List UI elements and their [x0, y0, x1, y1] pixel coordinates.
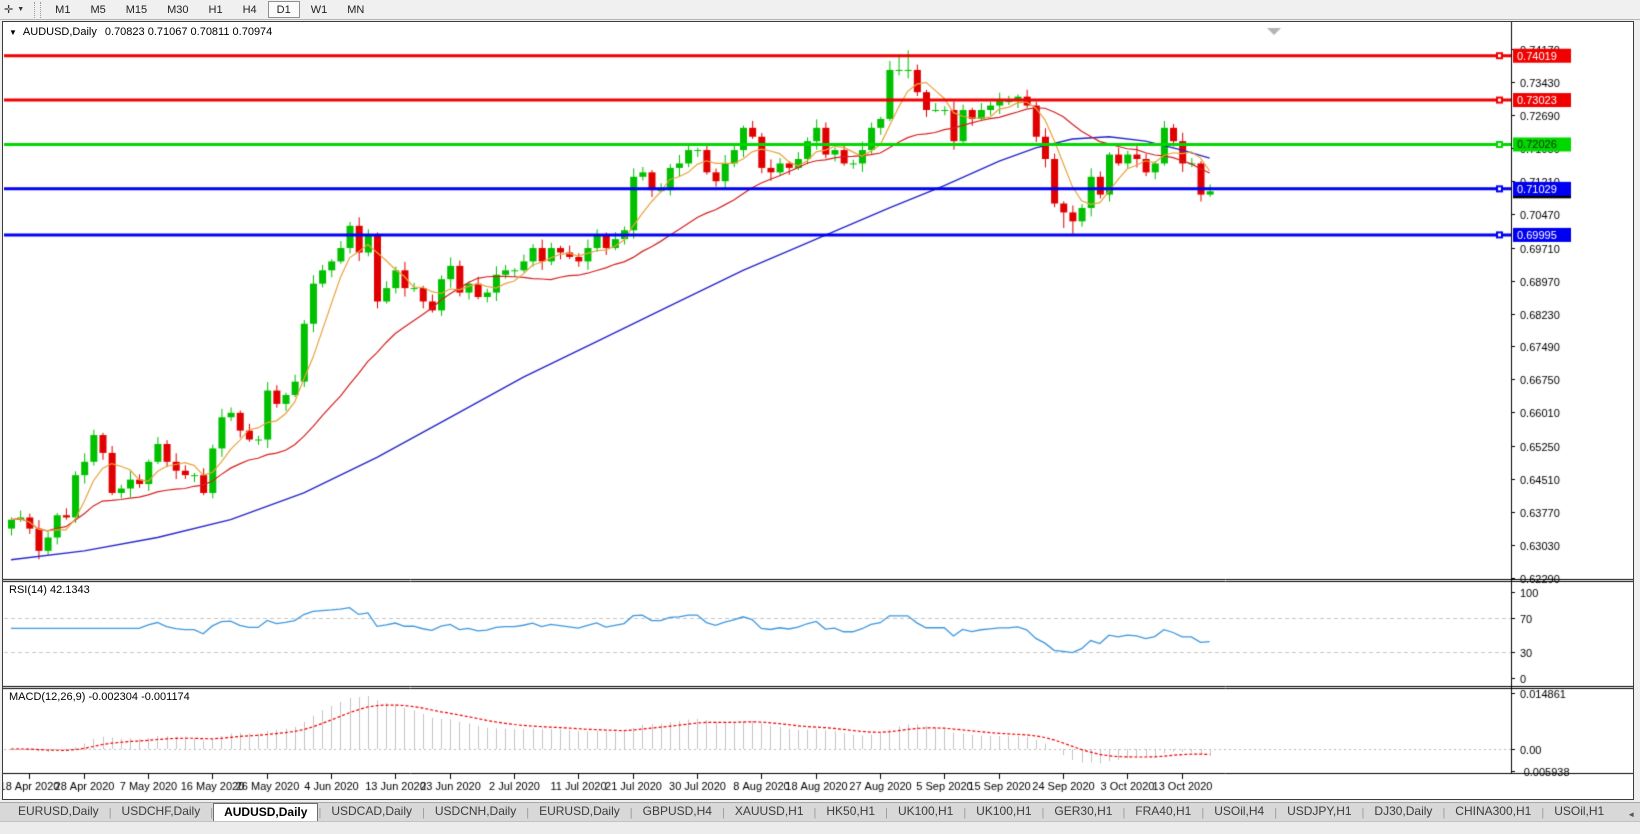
chart-tab-USDCNH-Daily[interactable]: USDCNH,Daily	[434, 804, 517, 818]
tab-separator: |	[721, 807, 725, 819]
timeframe-button-M1[interactable]: M1	[55, 4, 71, 16]
tab-scroll-left-icon[interactable]: ◄	[1627, 810, 1636, 819]
chart-tab-DJ30-Daily[interactable]: DJ30,Daily	[1374, 804, 1433, 818]
chart-tab-GBPUSD-H4[interactable]: GBPUSD,H4	[642, 804, 712, 818]
chart-tab-EURUSD-Daily[interactable]: EURUSD,Daily	[18, 804, 99, 818]
tab-separator: |	[1541, 807, 1545, 819]
chart-tab-USOil-H4[interactable]: USOil,H4	[1214, 804, 1265, 818]
chart-tab-USDCHF-Daily[interactable]: USDCHF,Daily	[121, 804, 201, 818]
chart-tab-EURUSD-Daily[interactable]: EURUSD,Daily	[539, 804, 620, 818]
chart-window: ▼ AUDUSD,Daily 0.70823 0.71067 0.70811 0…	[2, 21, 1634, 800]
timeframe-button-group: M1 M5 M15 M30 H1 H4 D1 W1 MN	[45, 1, 374, 18]
timeframe-button-M5[interactable]: M5	[90, 4, 106, 16]
timeframe-button-D1[interactable]: D1	[267, 1, 300, 18]
tab-separator: |	[108, 807, 112, 819]
tab-separator: |	[1201, 807, 1205, 819]
cursor-tool-button[interactable]: ✛ ▼	[0, 1, 28, 19]
chart-tab-XAUUSD-H1[interactable]: XAUUSD,H1	[734, 804, 804, 818]
tab-separator: |	[1442, 807, 1446, 819]
price-chart-canvas[interactable]	[3, 22, 1633, 799]
tab-separator: |	[210, 807, 214, 819]
tab-separator: |	[1274, 807, 1278, 819]
chart-tab-UK100-H1[interactable]: UK100,H1	[897, 804, 954, 818]
timeframe-button-M15[interactable]: M15	[125, 4, 148, 16]
chart-tab-GER30-H1[interactable]: GER30,H1	[1054, 804, 1113, 818]
chart-tab-USOil-H1[interactable]: USOil,H1	[1554, 804, 1605, 818]
tab-separator: |	[1122, 807, 1126, 819]
timeframe-button-H4[interactable]: H4	[242, 4, 257, 16]
timeframe-button-MN[interactable]: MN	[347, 4, 365, 16]
macd-indicator-label: MACD(12,26,9) -0.002304 -0.001174	[9, 691, 190, 703]
rsi-indicator-label: RSI(14) 42.1343	[9, 584, 90, 596]
tab-separator: |	[629, 807, 633, 819]
timeframe-button-H1[interactable]: H1	[208, 4, 223, 16]
tab-separator: |	[318, 807, 322, 819]
top-toolbar: ✛ ▼ M1 M5 M15 M30 H1 H4 D1 W1 MN	[0, 0, 1640, 20]
chart-ohlc-values: 0.70823 0.71067 0.70811 0.70974	[104, 26, 273, 38]
chart-tab-bar: EURUSD,Daily | USDCHF,Daily | AUDUSD,Daily | U…	[0, 802, 1640, 821]
chart-tab-USDCAD-Daily[interactable]: USDCAD,Daily	[331, 804, 412, 818]
tab-separator: |	[1041, 807, 1045, 819]
tab-separator: |	[1361, 807, 1365, 819]
tab-separator: |	[422, 807, 425, 819]
status-bar	[0, 821, 1640, 834]
timeframe-button-M30[interactable]: M30	[167, 4, 189, 16]
chevron-down-icon: ▼	[17, 6, 25, 13]
chart-tab-FRA40-H1[interactable]: FRA40,H1	[1135, 804, 1192, 818]
chart-tab-CHINA300-H1[interactable]: CHINA300,H1	[1455, 804, 1532, 818]
chart-tab-AUDUSD-Daily[interactable]: AUDUSD,Daily	[213, 803, 319, 821]
chart-tab-UK100-H1[interactable]: UK100,H1	[976, 804, 1032, 818]
crosshair-icon: ✛	[4, 4, 14, 16]
tab-separator: |	[813, 807, 817, 819]
tab-separator: |	[963, 807, 967, 819]
chart-title-row: ▼ AUDUSD,Daily 0.70823 0.71067 0.70811 0…	[9, 26, 272, 38]
tab-separator: |	[885, 807, 888, 819]
timeframe-button-W1[interactable]: W1	[310, 4, 328, 16]
tab-separator: |	[526, 807, 530, 819]
tab-nav-arrows: ◄►	[1614, 810, 1640, 821]
toolbar-grip	[34, 1, 42, 18]
collapse-triangle-icon[interactable]: ▼	[9, 27, 17, 37]
chart-tab-HK50-H1[interactable]: HK50,H1	[826, 804, 876, 818]
chart-tab-USDJPY-H1[interactable]: USDJPY,H1	[1287, 804, 1352, 818]
chart-symbol-title: AUDUSD,Daily	[22, 26, 97, 38]
